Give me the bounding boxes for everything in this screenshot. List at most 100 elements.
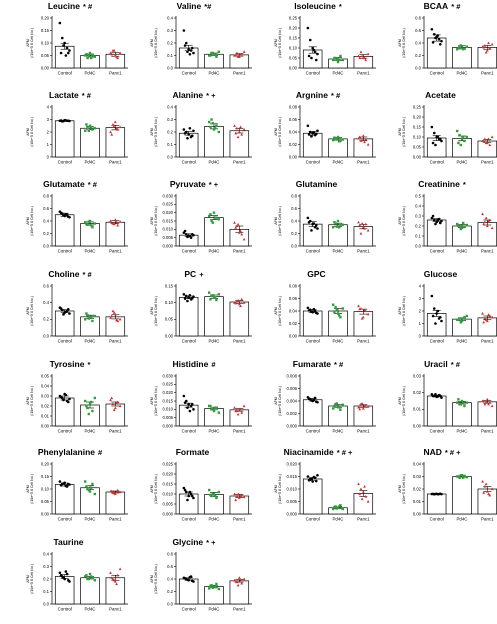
data-point-control xyxy=(182,128,186,131)
data-point-pd4c xyxy=(457,398,460,401)
data-point-pd4c xyxy=(208,214,211,218)
data-point-panc1 xyxy=(236,583,240,587)
significance-marks: * # xyxy=(330,91,341,100)
data-point-pd4c xyxy=(339,408,342,411)
data-point-pd4c xyxy=(465,45,468,48)
y-axis-label-line: (/10e^5 8 Cell No.) xyxy=(402,386,406,416)
data-point-control xyxy=(314,400,318,403)
chart-svg: AFM(/10e^5 8 Cell No.) 0.000 0.005 0.010 0.0… xyxy=(274,461,376,522)
data-point-pd4c xyxy=(457,224,460,228)
data-point-panc1 xyxy=(363,140,366,144)
chart-title: Pyruvate * + xyxy=(132,179,256,193)
data-point-pd4c xyxy=(85,404,88,408)
data-point-control xyxy=(186,136,189,140)
data-point-control xyxy=(316,129,319,133)
data-point-panc1 xyxy=(109,316,112,319)
data-point-control xyxy=(64,570,68,573)
data-point-control xyxy=(192,408,195,411)
data-point-pd4c xyxy=(212,128,216,131)
data-point-pd4c xyxy=(209,404,212,408)
data-point-control xyxy=(62,576,65,580)
y-tick-label: 0.0 xyxy=(415,65,421,70)
y-tick-label: 0.00 xyxy=(41,511,50,516)
data-point-pd4c xyxy=(93,127,96,130)
data-point-panc1 xyxy=(110,221,114,224)
data-point-control xyxy=(68,397,71,401)
bar xyxy=(204,494,224,515)
chart-panel: Fumarate * # AFM(/10e^5 8 Cell No.) 0.000 0.… xyxy=(256,359,380,441)
data-point-pd4c xyxy=(465,135,468,139)
data-point-panc1 xyxy=(482,139,486,143)
data-point-pd4c xyxy=(332,226,335,229)
y-tick-label: 0.000 xyxy=(287,423,298,428)
data-point-panc1 xyxy=(361,315,365,319)
data-point-pd4c xyxy=(456,401,459,404)
data-point-panc1 xyxy=(110,396,114,400)
y-axis-label-line: AFM xyxy=(274,307,278,315)
data-point-panc1 xyxy=(484,216,488,220)
data-point-pd4c xyxy=(457,475,460,478)
data-point-control xyxy=(431,41,435,44)
chart-title: Glucose xyxy=(380,269,497,283)
y-axis-label-line: (/10e^5 8 Cell No.) xyxy=(154,206,158,236)
data-point-control xyxy=(62,44,65,47)
data-point-pd4c xyxy=(333,404,336,408)
bar xyxy=(178,132,199,158)
chart-panel: Formate AFM(/10e^5 8 Cell No.) 0.000 0.005 0… xyxy=(132,447,256,529)
data-point-control xyxy=(432,218,436,222)
data-point-panc1 xyxy=(484,400,488,403)
bar xyxy=(178,296,199,337)
data-point-control xyxy=(307,220,311,224)
x-category-label: Panc1 xyxy=(233,249,246,254)
y-tick-label: 0.015 xyxy=(163,398,174,403)
y-axis-label-line: (/10e^5 8 Cell No.) xyxy=(278,474,282,504)
data-point-pd4c xyxy=(335,507,338,510)
y-tick-label: 0.06 xyxy=(289,296,298,301)
y-tick-label: 0.005 xyxy=(163,415,174,420)
chart-panel: Lactate * # AFM(/10e^5 8 Cell No.) 0 1 2 3 4 Con… xyxy=(8,90,132,172)
y-tick-label: 0.15 xyxy=(165,283,174,288)
y-axis-label-line: (/10e^5 8 Cell No.) xyxy=(30,28,34,58)
chart-title-text: Uracil xyxy=(424,359,448,369)
x-category-label: Control xyxy=(58,249,72,254)
data-point-pd4c xyxy=(217,130,220,134)
data-point-panc1 xyxy=(357,304,360,308)
y-tick-label: 0.6 xyxy=(291,206,297,211)
x-category-label: Control xyxy=(58,517,72,522)
data-point-control xyxy=(188,575,192,579)
y-tick-label: 0.00 xyxy=(413,511,422,516)
data-point-pd4c xyxy=(90,400,93,404)
y-tick-label: 0.2 xyxy=(167,40,173,45)
data-point-pd4c xyxy=(90,125,93,129)
chart-title: Fumarate * # xyxy=(256,359,380,373)
data-point-pd4c xyxy=(462,48,465,51)
chart-svg: AFM(/10e^5 8 Cell No.) 0.00 0.05 0.10 0.15 0.… xyxy=(274,15,376,76)
data-point-panc1 xyxy=(235,126,239,130)
data-point-control xyxy=(312,475,316,479)
data-point-control xyxy=(182,394,186,398)
x-category-label: Control xyxy=(306,160,320,165)
data-point-panc1 xyxy=(236,412,240,416)
data-point-pd4c xyxy=(209,125,212,129)
significance-marks: * + xyxy=(206,91,216,100)
x-category-label: Pd4C xyxy=(85,249,96,254)
y-tick-label: 0.1 xyxy=(167,142,173,147)
data-point-pd4c xyxy=(212,409,216,413)
data-point-pd4c xyxy=(87,577,90,581)
y-tick-label: 0.0 xyxy=(167,154,173,159)
data-point-panc1 xyxy=(361,225,365,229)
y-tick-label: 0.00 xyxy=(413,423,422,428)
data-point-control xyxy=(312,131,316,134)
data-point-panc1 xyxy=(234,226,238,229)
data-point-panc1 xyxy=(357,405,360,409)
data-point-panc1 xyxy=(118,125,122,129)
data-point-control xyxy=(307,309,311,312)
data-point-pd4c xyxy=(336,135,340,139)
significance-marks: * # xyxy=(87,180,97,189)
chart-svg: AFM(/10e^5 8 Cell No.) 0.0 0.2 0.4 0.6 0.8 Con… xyxy=(274,193,376,254)
y-tick-label: 0.04 xyxy=(41,383,50,388)
y-tick-label: 0.025 xyxy=(163,461,174,466)
data-point-panc1 xyxy=(358,223,362,227)
y-tick-label: 0.4 xyxy=(415,203,421,208)
y-axis-label-line: (/10e^5 8 Cell No.) xyxy=(402,206,406,236)
